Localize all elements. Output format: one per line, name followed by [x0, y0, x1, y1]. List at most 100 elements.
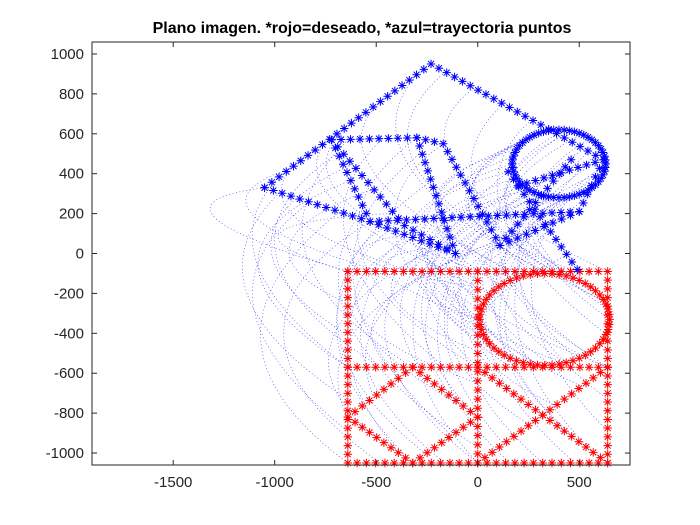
desired-point	[475, 320, 485, 329]
desired-point	[343, 441, 353, 450]
trajectory-point	[325, 135, 334, 144]
desired-point	[545, 416, 555, 425]
desired-point	[473, 440, 482, 449]
trajectory-point	[466, 81, 475, 90]
trajectory-path	[444, 87, 608, 272]
desired-point	[473, 431, 482, 440]
x-tick-label: -1000	[256, 474, 294, 491]
trajectory-point	[489, 94, 498, 103]
desired-point	[500, 279, 509, 288]
desired-point	[595, 290, 604, 300]
desired-point	[454, 363, 464, 372]
x-tick-label: 0	[474, 474, 482, 491]
trajectory-path	[209, 187, 348, 272]
desired-point	[538, 458, 547, 468]
desired-point	[567, 389, 576, 399]
trajectory-point	[587, 181, 596, 190]
trajectory-path	[338, 207, 478, 448]
trajectory-point	[374, 134, 384, 143]
trajectory-point	[518, 138, 527, 147]
trajectory-point	[582, 160, 591, 170]
desired-point	[350, 418, 360, 427]
trajectory-point	[338, 160, 348, 169]
trajectory-point	[591, 151, 600, 160]
desired-point	[343, 389, 353, 398]
trajectory-point	[368, 102, 378, 112]
desired-point	[581, 378, 591, 388]
trajectory-point	[434, 199, 444, 209]
trajectory-point	[425, 235, 435, 244]
desired-point	[540, 361, 549, 370]
trajectory-point	[510, 148, 520, 157]
desired-point	[603, 325, 613, 334]
trajectory-path	[347, 209, 442, 455]
desired-point	[557, 458, 566, 468]
desired-point	[445, 363, 455, 372]
desired-point	[430, 379, 439, 389]
trajectory-point	[583, 190, 592, 199]
desired-point	[519, 363, 529, 372]
desired-point	[379, 438, 389, 447]
trajectory-point	[573, 163, 583, 172]
desired-point	[473, 349, 482, 358]
desired-point	[547, 360, 557, 370]
trajectory-point	[509, 175, 518, 184]
desired-point	[451, 396, 461, 405]
chart-title: Plano imagen. *rojo=deseado, *azul=traye…	[153, 20, 572, 37]
y-tick-label: 800	[59, 86, 84, 103]
trajectory-point	[522, 230, 531, 239]
desired-point	[561, 358, 571, 367]
trajectory-point	[512, 174, 522, 183]
desired-point	[473, 321, 482, 331]
trajectory-point	[565, 192, 574, 201]
trajectory-point	[400, 230, 409, 239]
desired-point	[492, 267, 501, 276]
trajectory-point	[394, 214, 403, 223]
desired-point	[545, 405, 555, 414]
desired-point	[430, 443, 439, 452]
desired-point	[575, 363, 585, 372]
desired-point	[605, 320, 614, 329]
trajectory-point	[579, 130, 588, 140]
trajectory-path	[361, 232, 478, 288]
desired-point	[436, 363, 445, 372]
desired-point	[464, 267, 473, 276]
desired-point	[516, 426, 526, 436]
trajectory-point	[554, 193, 564, 202]
trajectory-point	[452, 163, 461, 172]
desired-point	[390, 267, 399, 276]
trajectory-path	[270, 164, 353, 336]
trajectory-point	[469, 194, 479, 203]
desired-point	[494, 282, 503, 292]
trajectory-point	[549, 125, 558, 135]
desired-point	[605, 310, 614, 319]
trajectory-point	[332, 129, 342, 139]
desired-point	[492, 458, 501, 468]
desired-point	[501, 267, 510, 276]
desired-point	[533, 360, 542, 370]
desired-point	[473, 376, 482, 386]
trajectory-point	[562, 250, 571, 259]
trajectory-point	[345, 157, 355, 166]
trajectory-point	[547, 208, 557, 218]
desired-point	[603, 406, 612, 415]
trajectory-point	[544, 192, 553, 201]
desired-point	[581, 351, 590, 360]
trajectory-point	[556, 208, 566, 217]
trajectory-path	[383, 246, 478, 320]
trajectory-point	[510, 170, 520, 180]
desired-point	[482, 295, 491, 304]
trajectory-point	[437, 207, 446, 217]
trajectory-path	[531, 172, 608, 432]
trajectory-point	[529, 130, 539, 140]
desired-point	[417, 363, 427, 372]
trajectory-point	[539, 127, 548, 136]
desired-point	[603, 450, 612, 459]
desired-point	[519, 458, 529, 468]
desired-point	[427, 267, 436, 276]
trajectory-point	[519, 190, 529, 199]
trajectory-point	[594, 141, 603, 150]
trajectory-point	[465, 186, 474, 195]
desired-point	[584, 458, 594, 468]
desired-point	[466, 418, 475, 427]
